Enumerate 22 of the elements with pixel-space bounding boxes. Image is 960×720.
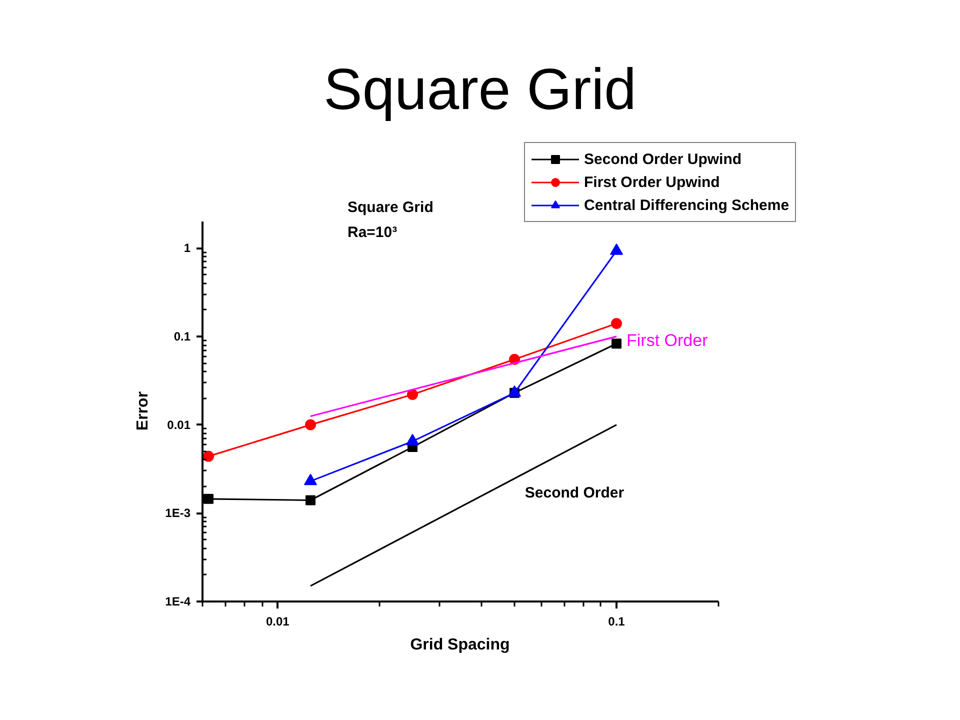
y-axis-title: Error: [134, 391, 153, 431]
chart-title: Square Grid: [322, 56, 638, 122]
point: [306, 495, 316, 506]
point: [612, 338, 622, 349]
series-label: Second Order: [524, 484, 624, 502]
point: [407, 389, 418, 400]
y-tick-label: 1E-4: [165, 594, 191, 608]
text: Square Grid: [348, 199, 434, 216]
legend-label: First Order Upwind: [584, 172, 720, 192]
series-label: First Order: [626, 330, 708, 350]
point: [305, 419, 316, 430]
annotation: Ra=10³: [348, 224, 398, 241]
y-tick-label: 0.1: [174, 329, 191, 344]
legend-label: Central Differencing Scheme: [584, 196, 790, 215]
point: [204, 494, 214, 504]
y-tick-label: 1: [184, 241, 191, 256]
point: [203, 450, 214, 462]
x-axis-title: Grid Spacing: [410, 636, 510, 656]
y-tick-label: 1E-3: [165, 506, 191, 520]
legend-label: Second Order Upwind: [584, 150, 742, 169]
y-tick-label: 0.01: [167, 418, 191, 432]
point: [611, 318, 622, 330]
